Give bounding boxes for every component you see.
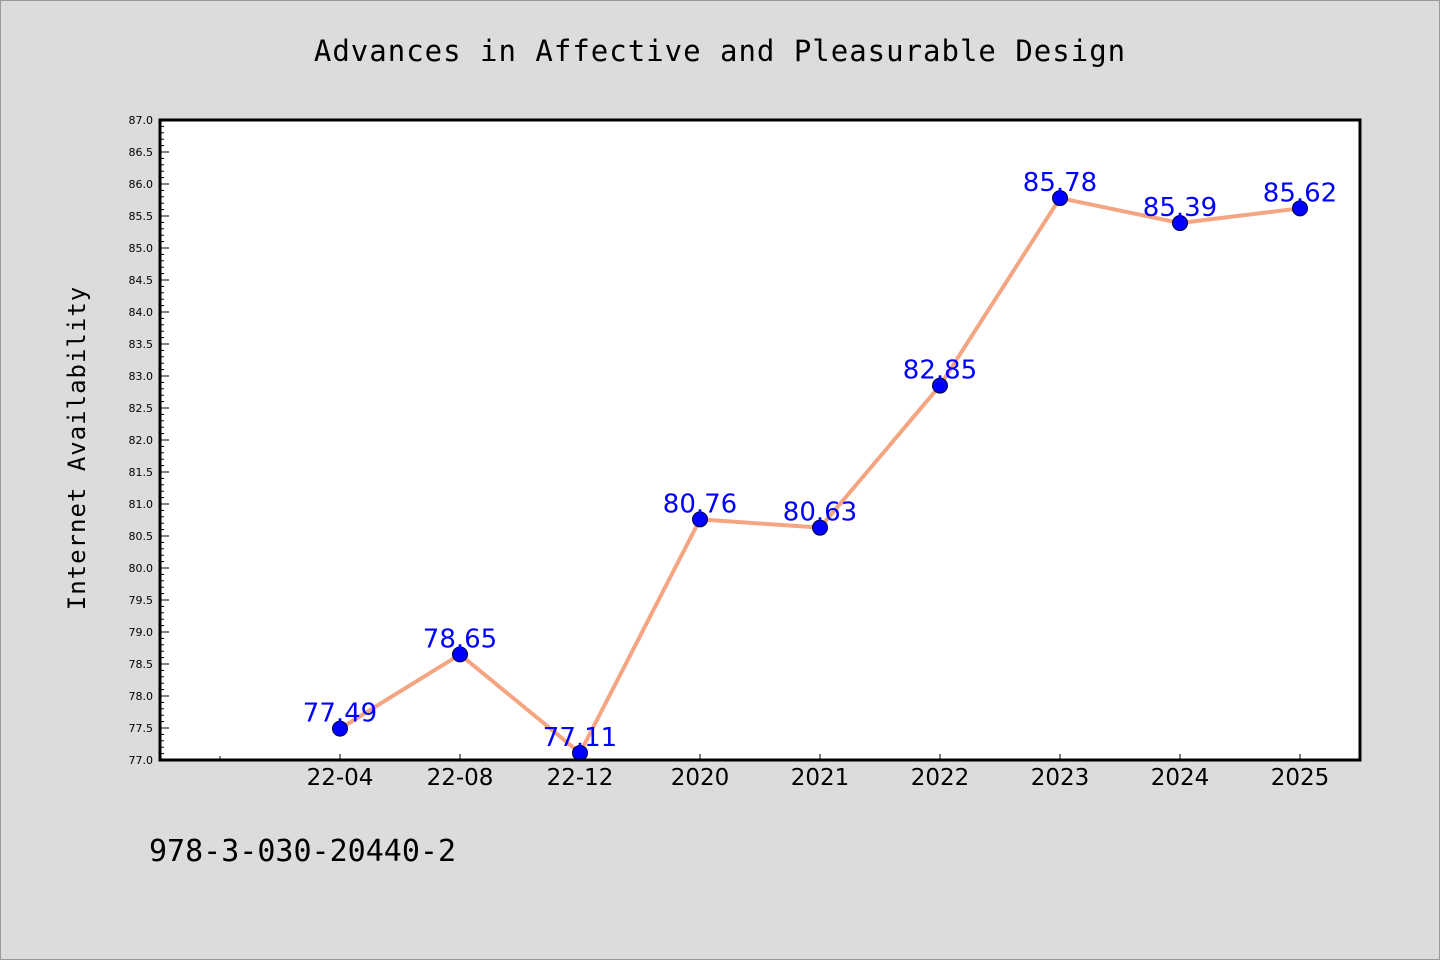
- isbn-text: 978-3-030-20440-2: [149, 834, 457, 869]
- data-point: [332, 720, 348, 737]
- data-label: 77.49: [303, 699, 377, 729]
- y-tick-label: 79.5: [129, 594, 154, 607]
- data-label: 85.78: [1023, 168, 1097, 198]
- data-point: [452, 646, 468, 663]
- y-tick-label: 80.5: [129, 530, 154, 543]
- data-point: [932, 377, 948, 394]
- y-tick-label: 83.0: [129, 370, 154, 383]
- y-tick-label: 81.5: [129, 466, 154, 479]
- data-label: 85.62: [1263, 178, 1337, 208]
- chart-title: Advances in Affective and Pleasurable De…: [313, 34, 1127, 68]
- data-point: [812, 519, 828, 536]
- x-tick-label: 2024: [1151, 765, 1210, 791]
- x-axis-ticks: 22-04 22-08 22-12 2020 2021 2022 2023 2024 2025: [219, 754, 1330, 791]
- plot-area: [160, 120, 1360, 760]
- x-tick-label: 2021: [791, 765, 850, 791]
- data-point: [1172, 215, 1188, 232]
- y-tick-label: 81.0: [129, 498, 154, 511]
- data-point: [692, 511, 708, 528]
- x-tick-label: 2025: [1271, 765, 1330, 791]
- x-tick-label: 22-12: [547, 765, 614, 791]
- data-label: 77.11: [543, 723, 617, 753]
- data-label: 85.39: [1143, 193, 1217, 223]
- y-tick-label: 78.5: [129, 658, 154, 671]
- data-label: 80.63: [783, 498, 857, 528]
- x-tick-label: 2022: [911, 765, 970, 791]
- data-label: 78.65: [423, 624, 497, 654]
- data-label: 80.76: [663, 489, 737, 519]
- y-tick-label: 77.5: [129, 722, 154, 735]
- y-tick-label: 85.5: [129, 210, 154, 223]
- y-tick-label: 87.0: [129, 114, 154, 127]
- y-tick-label: 86.0: [129, 178, 154, 191]
- data-point: [1052, 190, 1068, 207]
- x-tick-label: 2020: [671, 765, 730, 791]
- y-tick-label: 77.0: [129, 754, 154, 767]
- y-tick-label: 85.0: [129, 242, 154, 255]
- y-tick-label: 78.0: [129, 690, 154, 703]
- plot-frame: [158, 118, 1362, 762]
- y-tick-label: 82.5: [129, 402, 154, 415]
- x-tick-label: 22-04: [307, 765, 374, 791]
- y-tick-label: 84.5: [129, 274, 154, 287]
- y-axis-title: Internet Availability: [63, 286, 91, 610]
- y-tick-label: 79.0: [129, 626, 154, 639]
- y-tick-label: 80.0: [129, 562, 154, 575]
- x-tick-label: 2023: [1031, 765, 1090, 791]
- data-label: 82.85: [903, 356, 977, 386]
- y-tick-label: 83.5: [129, 338, 154, 351]
- x-tick-label: 22-08: [427, 765, 494, 791]
- y-tick-label: 82.0: [129, 434, 154, 447]
- data-markers: [332, 190, 1308, 761]
- y-tick-label: 84.0: [129, 306, 154, 319]
- data-point: [1292, 200, 1308, 217]
- y-tick-label: 86.5: [129, 146, 154, 159]
- data-labels: 77.49 78.65 77.11 80.76 80.63 82.85 85.78 85.39…: [303, 168, 1337, 753]
